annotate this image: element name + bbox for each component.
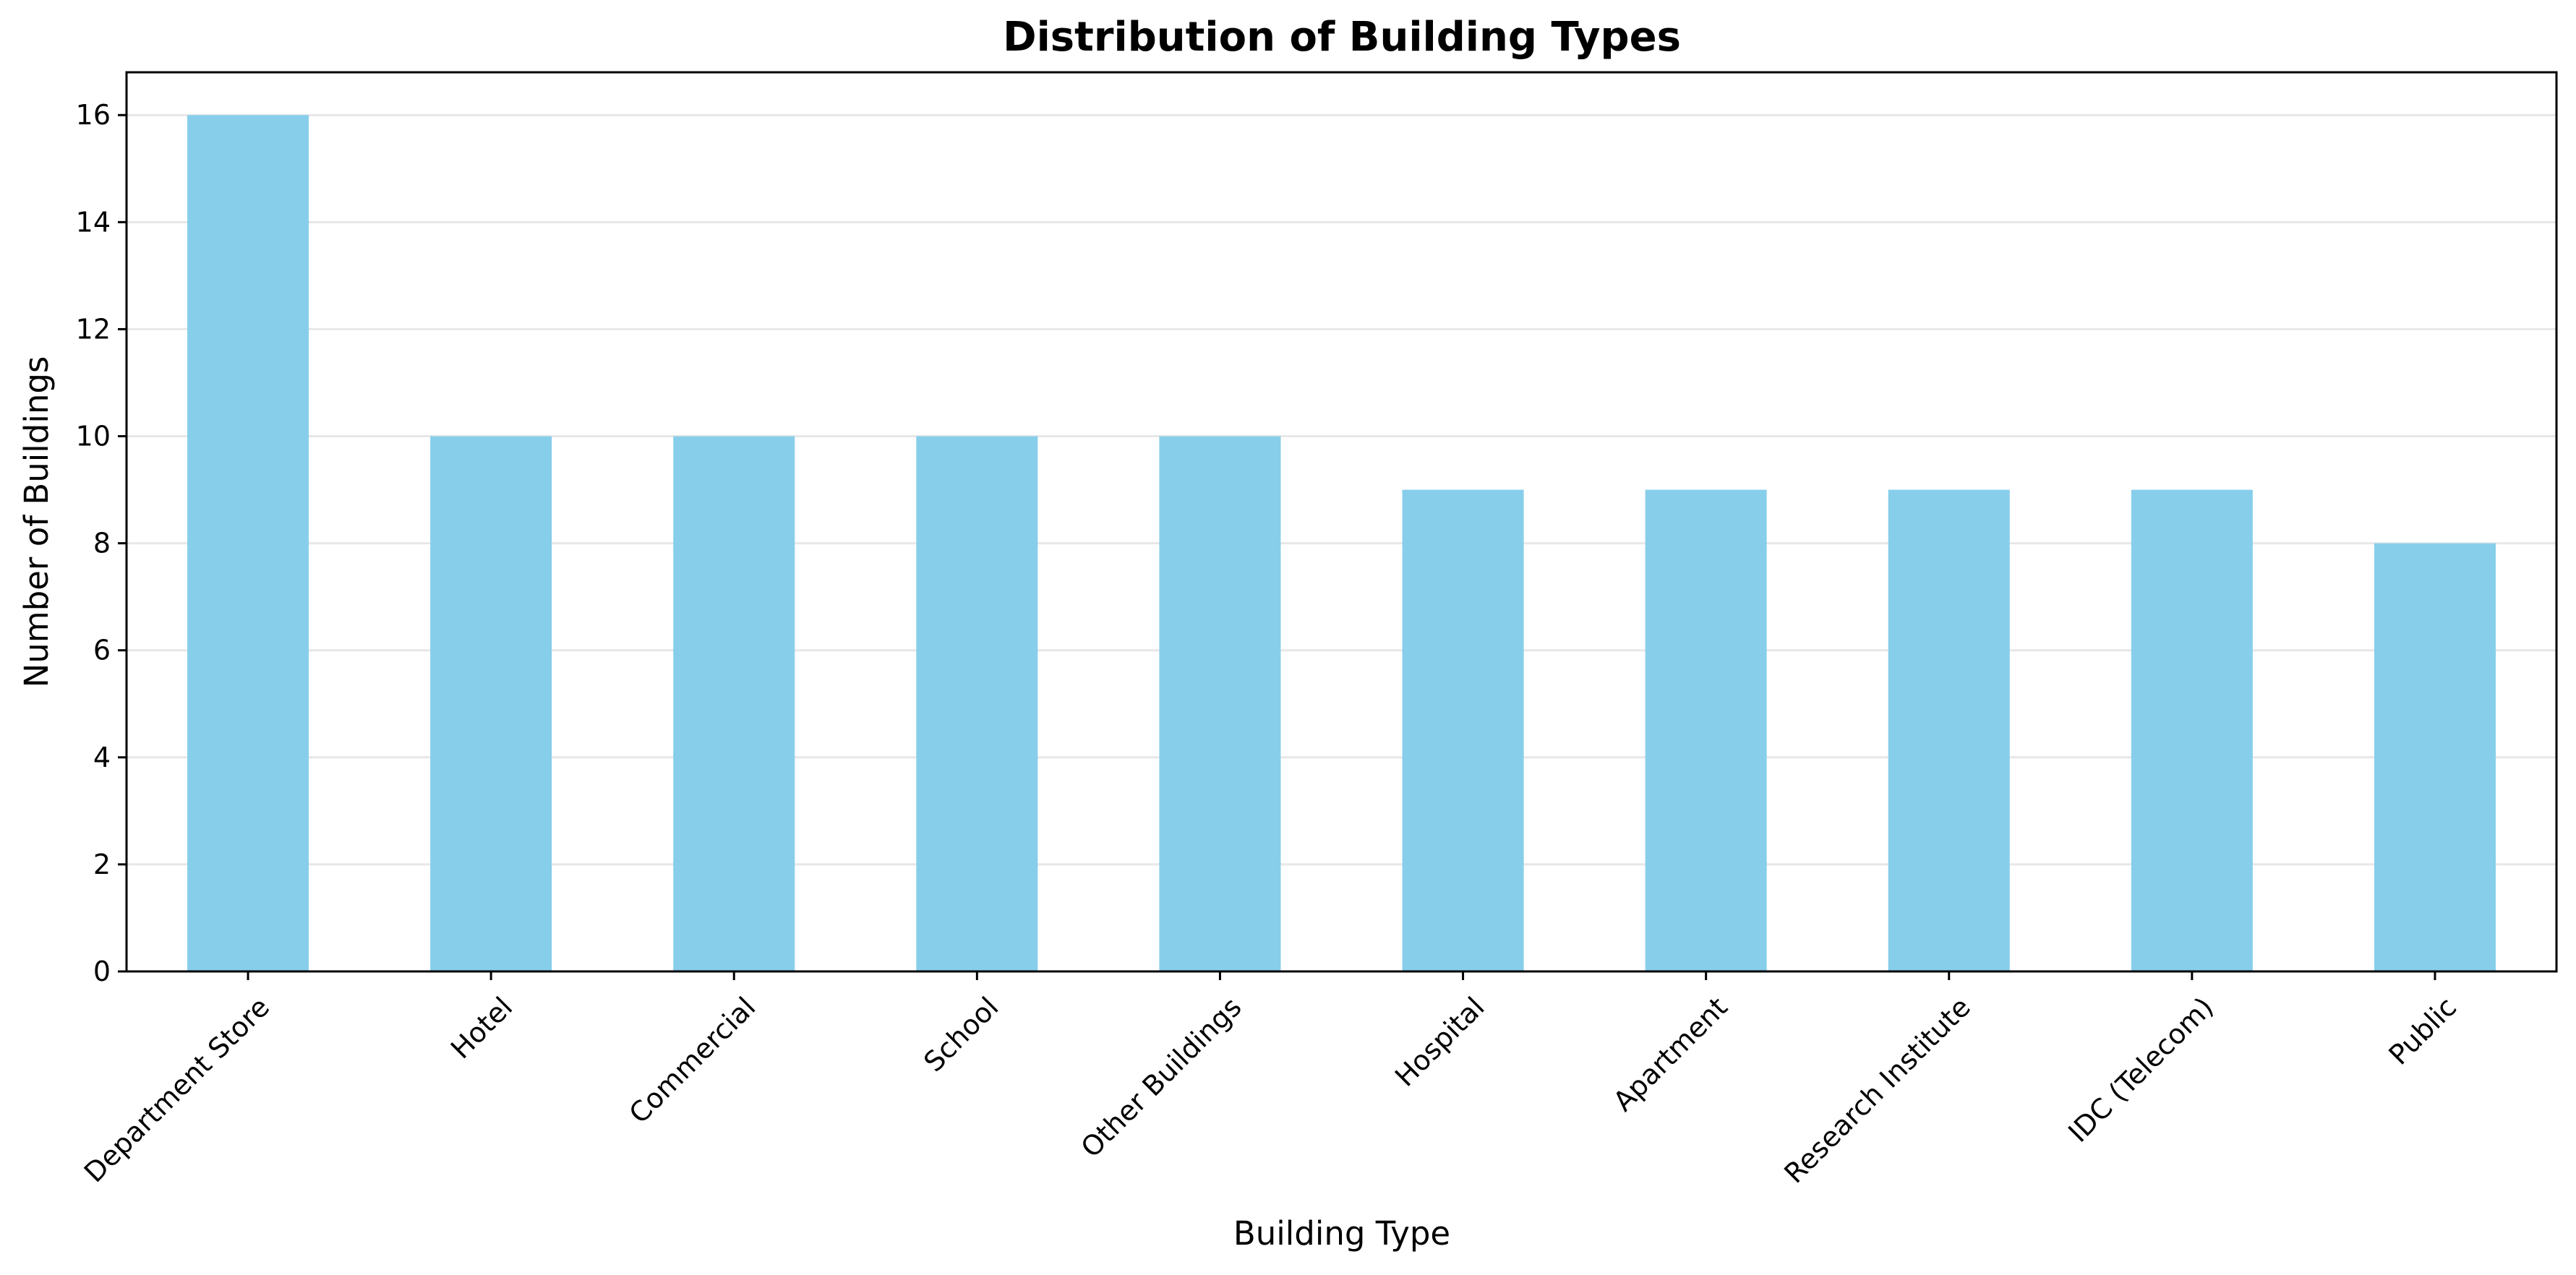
y-tick-label: 4	[93, 742, 111, 773]
x-axis-ticks: Department Store Hotel Commercial School Oth…	[78, 971, 2462, 1190]
plot-frame	[125, 71, 2558, 973]
x-axis-label: Building Type	[1233, 1214, 1450, 1253]
bar	[2374, 543, 2496, 971]
y-axis-ticks: 0 2 4 6 8 10 12 14 16	[76, 99, 127, 987]
x-tick-label: IDC (Telecom)	[2062, 991, 2220, 1149]
x-tick-label: Other Buildings	[1075, 991, 1248, 1164]
bar	[187, 115, 309, 972]
bar	[2131, 489, 2253, 971]
x-tick-label: Commercial	[623, 991, 762, 1130]
y-tick-label: 6	[93, 635, 111, 666]
y-tick-label: 16	[76, 99, 111, 131]
bar	[1888, 489, 2010, 971]
x-tick-label: Research Institute	[1778, 991, 1977, 1190]
x-tick-label: Department Store	[78, 991, 275, 1188]
x-tick-label: Hotel	[445, 991, 518, 1065]
x-tick-label: Apartment	[1607, 991, 1734, 1117]
y-tick-label: 10	[76, 421, 111, 452]
bar	[673, 436, 795, 971]
y-tick-label: 14	[76, 206, 111, 238]
bar	[430, 436, 552, 971]
bar	[916, 436, 1038, 971]
chart-title: Distribution of Building Types	[1003, 14, 1681, 61]
y-axis-label: Number of Buildings	[17, 356, 56, 688]
bar	[1645, 489, 1767, 971]
x-tick-label: Public	[2382, 991, 2462, 1071]
bar	[1159, 436, 1281, 971]
y-tick-label: 0	[93, 956, 111, 987]
x-tick-label: Hospital	[1389, 991, 1491, 1093]
x-tick-label: School	[917, 991, 1004, 1078]
y-tick-label: 2	[93, 849, 111, 880]
y-tick-label: 12	[76, 313, 111, 345]
bars	[187, 115, 2496, 972]
bar	[1402, 489, 1524, 971]
y-tick-label: 8	[93, 528, 111, 559]
